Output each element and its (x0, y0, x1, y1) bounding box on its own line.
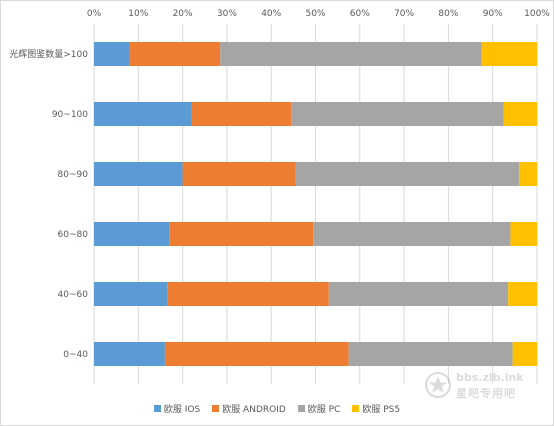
legend-label: 欧服 IOS (163, 405, 201, 415)
legend-swatch (153, 405, 161, 412)
legend-item: 欧服 PS5 (352, 402, 400, 415)
x-tick-label: 60% (350, 9, 370, 19)
bar-segment (167, 282, 329, 306)
bar-segment (182, 162, 296, 186)
watermark-url: bbs.zlb.ink (456, 371, 524, 384)
category-label: 0~40 (63, 350, 88, 360)
bar-segment (481, 42, 537, 66)
x-tick-label: 30% (217, 9, 237, 19)
bar-segment (295, 162, 520, 186)
x-tick-label: 90% (483, 9, 503, 19)
bar-segment (313, 222, 511, 246)
legend-item: 欧服 ANDROID (212, 402, 286, 415)
bar-segment (94, 102, 192, 126)
category-label: 60~80 (58, 230, 89, 240)
legend-label: 欧服 PC (307, 405, 341, 415)
bar-segment (164, 342, 349, 366)
bar-segment (512, 342, 537, 366)
watermark-site-name: 星吧专用吧 (456, 387, 516, 400)
legend-swatch (297, 405, 305, 412)
legend-label: 欧服 PS5 (362, 405, 401, 415)
legend: 欧服 IOS 欧服 ANDROID 欧服 PC 欧服 PS5 (0, 402, 554, 415)
bar-segment (503, 102, 537, 126)
bar-segment (94, 342, 165, 366)
category-label: 90~100 (52, 110, 88, 120)
bar-segment (94, 282, 168, 306)
x-tick-label: 50% (305, 9, 325, 19)
bar-segment (169, 222, 314, 246)
x-tick-label: 10% (128, 9, 148, 19)
category-label: 40~60 (58, 290, 89, 300)
legend-label: 欧服 ANDROID (222, 405, 286, 415)
bar-segment (94, 222, 170, 246)
category-label: 80~90 (58, 170, 89, 180)
bar-segment (129, 42, 221, 66)
legend-swatch (352, 405, 360, 412)
x-tick-label: 100% (524, 9, 550, 19)
bar-segment (191, 102, 292, 126)
bar-segment (508, 282, 537, 306)
bar-segment (328, 282, 509, 306)
bar-segment (94, 162, 183, 186)
legend-item: 欧服 IOS (153, 402, 201, 415)
bar-segment (519, 162, 537, 186)
x-tick-label: 0% (87, 9, 102, 19)
x-tick-label: 80% (438, 9, 458, 19)
bar-segment (510, 222, 537, 246)
bar-segment (291, 102, 504, 126)
bar-segment (348, 342, 513, 366)
star-logo-icon (425, 372, 451, 398)
bar-segment (220, 42, 482, 66)
x-tick-label: 20% (173, 9, 193, 19)
legend-item: 欧服 PC (297, 402, 341, 415)
x-tick-label: 70% (394, 9, 414, 19)
watermark: bbs.zlb.ink 星吧专用吧 (418, 367, 538, 405)
bar-segment (94, 42, 130, 66)
category-label: 光辉图鉴数量>100 (9, 48, 88, 60)
x-tick-label: 40% (261, 9, 281, 19)
legend-swatch (212, 405, 220, 412)
